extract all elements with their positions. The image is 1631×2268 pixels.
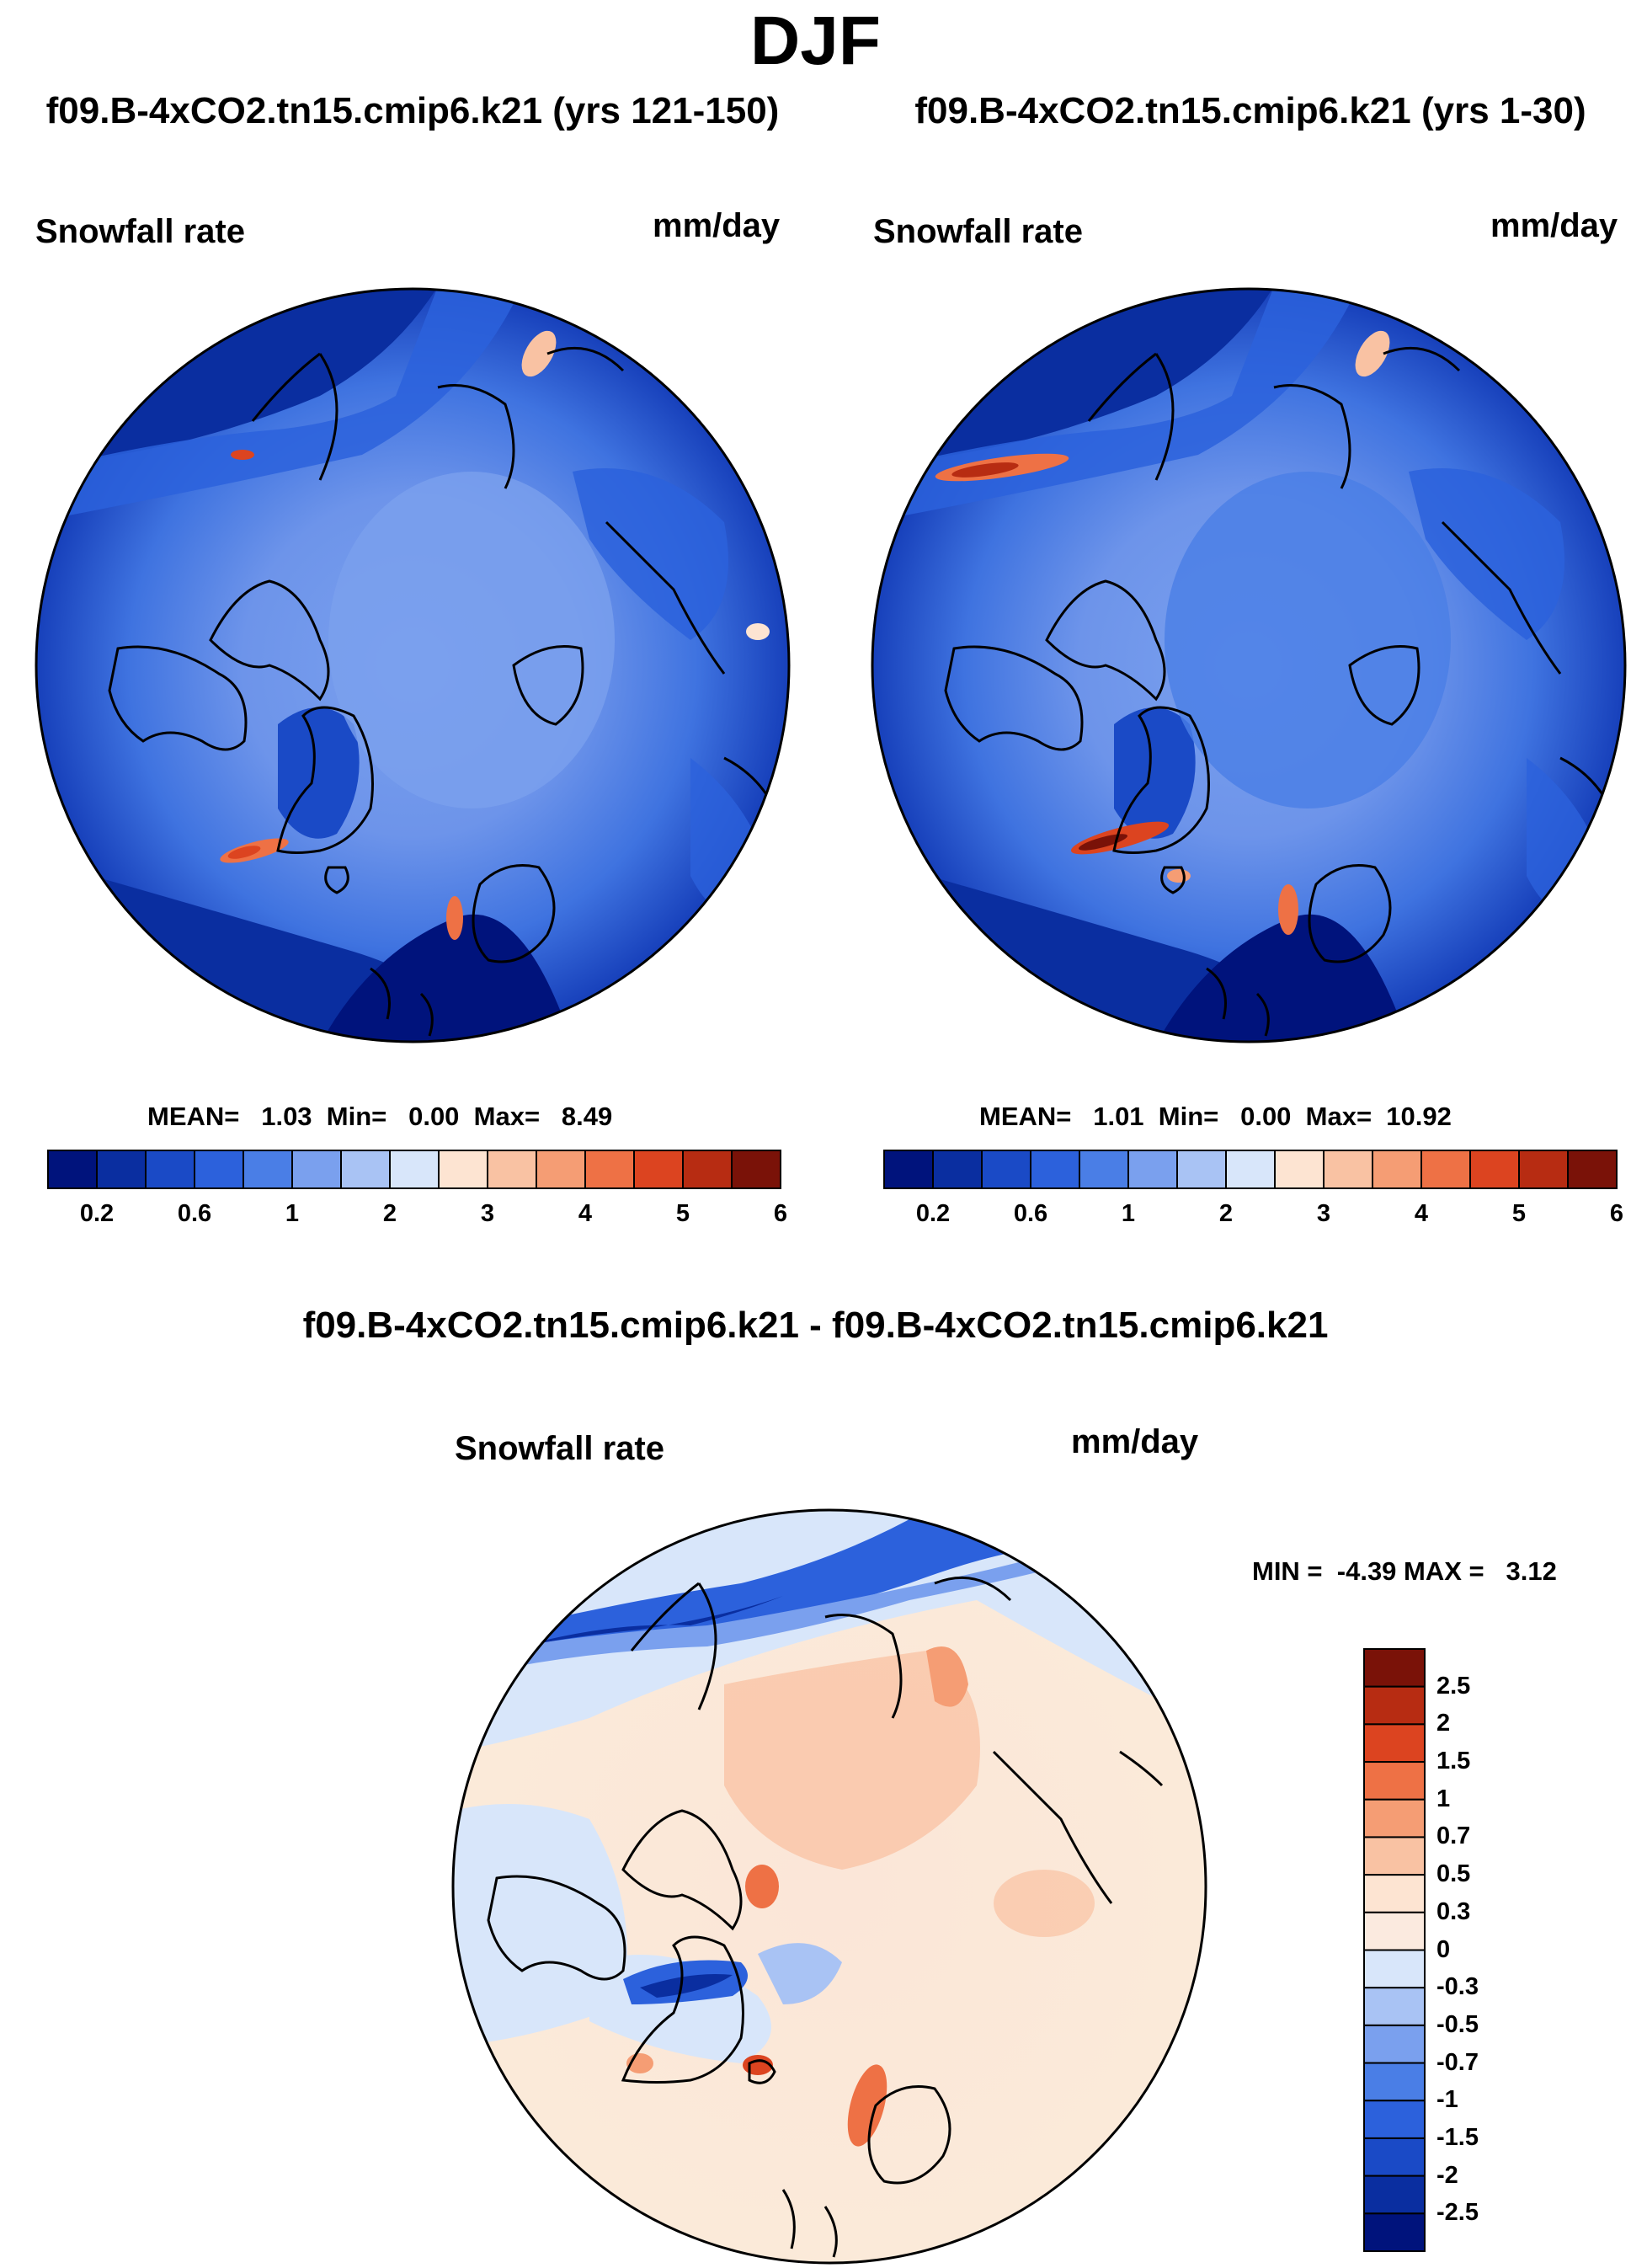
right-colorbar-swatch bbox=[981, 1150, 1031, 1189]
left-variable-label: Snowfall rate bbox=[35, 213, 245, 250]
diff-colorbar-swatch bbox=[1363, 1987, 1426, 2026]
diff-colorbar-tick-label: 1 bbox=[1436, 1785, 1451, 1812]
left-colorbar-swatch bbox=[291, 1150, 342, 1189]
diff-variable-label: Snowfall rate bbox=[455, 1430, 664, 1467]
left-colorbar-tick-label: 2 bbox=[382, 1200, 397, 1227]
difference-title: f09.B-4xCO2.tn15.cmip6.k21 - f09.B-4xCO2… bbox=[302, 1305, 1329, 1346]
diff-colorbar-tick-label: -2 bbox=[1436, 2161, 1458, 2189]
left-colorbar-swatch bbox=[389, 1150, 440, 1189]
right-variable-label: Snowfall rate bbox=[873, 213, 1083, 250]
left-colorbar-swatch bbox=[96, 1150, 147, 1189]
right-snowfall-map bbox=[871, 287, 1627, 1043]
right-colorbar-swatch bbox=[1225, 1150, 1276, 1189]
right-colorbar-tick-label: 5 bbox=[1511, 1200, 1527, 1227]
left-colorbar bbox=[47, 1150, 781, 1189]
left-colorbar-tick-label: 5 bbox=[675, 1200, 690, 1227]
right-colorbar-swatch bbox=[1469, 1150, 1520, 1189]
right-panel-title: f09.B-4xCO2.tn15.cmip6.k21 (yrs 1-30) bbox=[914, 90, 1586, 131]
left-colorbar-swatch bbox=[47, 1150, 98, 1189]
right-colorbar-tick-label: 1 bbox=[1121, 1200, 1136, 1227]
left-colorbar-swatch bbox=[536, 1150, 586, 1189]
diff-colorbar-swatch bbox=[1363, 1949, 1426, 1989]
left-colorbar-swatch bbox=[682, 1150, 733, 1189]
right-colorbar-swatch bbox=[1274, 1150, 1325, 1189]
diff-colorbar-tick-label: -0.7 bbox=[1436, 2048, 1479, 2076]
diff-colorbar-tick-label: 0.3 bbox=[1436, 1897, 1471, 1925]
right-colorbar-tick-label: 6 bbox=[1609, 1200, 1624, 1227]
right-colorbar-tick-label: 3 bbox=[1316, 1200, 1331, 1227]
left-colorbar-swatch bbox=[243, 1150, 293, 1189]
difference-snowfall-map bbox=[451, 1508, 1207, 2265]
left-units-label: mm/day bbox=[653, 207, 781, 244]
diff-colorbar-tick-label: -0.5 bbox=[1436, 2010, 1479, 2038]
left-colorbar-tick-label: 0.2 bbox=[79, 1200, 115, 1227]
left-panel-title: f09.B-4xCO2.tn15.cmip6.k21 (yrs 121-150) bbox=[45, 90, 780, 131]
diff-colorbar-tick-label: -1 bbox=[1436, 2086, 1458, 2114]
right-colorbar-swatch bbox=[1079, 1150, 1129, 1189]
left-colorbar-swatch bbox=[731, 1150, 781, 1189]
diff-colorbar-swatch bbox=[1363, 1648, 1426, 1688]
right-stats: MEAN= 1.01 Min= 0.00 Max= 10.92 bbox=[979, 1102, 1452, 1131]
diff-colorbar-swatch bbox=[1363, 2062, 1426, 2102]
right-colorbar-swatch bbox=[1176, 1150, 1227, 1189]
right-colorbar-swatch bbox=[1567, 1150, 1618, 1189]
diff-colorbar-swatch bbox=[1363, 2175, 1426, 2215]
right-colorbar-swatch bbox=[1518, 1150, 1569, 1189]
left-colorbar-swatch bbox=[340, 1150, 391, 1189]
figure-title: DJF bbox=[750, 3, 881, 79]
diff-colorbar-swatch bbox=[1363, 2137, 1426, 2177]
diff-colorbar-swatch bbox=[1363, 1798, 1426, 1838]
right-colorbar-tick-label: 0.2 bbox=[915, 1200, 951, 1227]
diff-colorbar-tick-label: 1.5 bbox=[1436, 1748, 1471, 1775]
right-colorbar-swatch bbox=[1323, 1150, 1373, 1189]
right-colorbar-swatch bbox=[1030, 1150, 1080, 1189]
left-colorbar-tick-label: 3 bbox=[480, 1200, 495, 1227]
right-units-label: mm/day bbox=[1490, 207, 1618, 244]
left-colorbar-tick-label: 4 bbox=[578, 1200, 593, 1227]
left-colorbar-tick-label: 1 bbox=[285, 1200, 300, 1227]
left-colorbar-swatch bbox=[584, 1150, 635, 1189]
left-colorbar-swatch bbox=[438, 1150, 488, 1189]
diff-colorbar-tick-label: -2.5 bbox=[1436, 2199, 1479, 2227]
left-colorbar-swatch bbox=[633, 1150, 684, 1189]
diff-colorbar-swatch bbox=[1363, 1911, 1426, 1951]
diff-colorbar-tick-label: 0.7 bbox=[1436, 1822, 1471, 1850]
diff-stats: MIN = -4.39 MAX = 3.12 bbox=[1252, 1556, 1557, 1586]
right-colorbar-swatch bbox=[883, 1150, 934, 1189]
diff-units-label: mm/day bbox=[1071, 1423, 1199, 1460]
left-colorbar-tick-label: 0.6 bbox=[177, 1200, 212, 1227]
diff-colorbar-swatch bbox=[1363, 1874, 1426, 1913]
left-colorbar-tick-label: 6 bbox=[773, 1200, 788, 1227]
diff-colorbar-swatch bbox=[1363, 1761, 1426, 1801]
right-colorbar-swatch bbox=[1127, 1150, 1178, 1189]
diff-colorbar-swatch bbox=[1363, 2212, 1426, 2252]
right-colorbar-swatch bbox=[1372, 1150, 1422, 1189]
right-colorbar-tick-label: 0.6 bbox=[1013, 1200, 1048, 1227]
right-colorbar bbox=[883, 1150, 1618, 1189]
right-colorbar-swatch bbox=[1420, 1150, 1471, 1189]
left-stats: MEAN= 1.03 Min= 0.00 Max= 8.49 bbox=[147, 1102, 613, 1131]
right-colorbar-tick-label: 4 bbox=[1414, 1200, 1429, 1227]
left-snowfall-map bbox=[35, 287, 791, 1043]
diff-colorbar-tick-label: 2 bbox=[1436, 1710, 1451, 1737]
diff-colorbar-swatch bbox=[1363, 1723, 1426, 1764]
left-colorbar-swatch bbox=[487, 1150, 537, 1189]
diff-colorbar bbox=[1363, 1648, 1426, 2252]
left-colorbar-swatch bbox=[194, 1150, 244, 1189]
right-colorbar-tick-label: 2 bbox=[1218, 1200, 1234, 1227]
diff-colorbar-swatch bbox=[1363, 2024, 1426, 2064]
diff-colorbar-tick-label: 0.5 bbox=[1436, 1860, 1471, 1888]
right-colorbar-swatch bbox=[932, 1150, 983, 1189]
left-colorbar-swatch bbox=[145, 1150, 195, 1189]
diff-colorbar-tick-label: 0 bbox=[1436, 1935, 1451, 1963]
diff-colorbar-swatch bbox=[1363, 2100, 1426, 2139]
diff-colorbar-swatch bbox=[1363, 1836, 1426, 1876]
diff-colorbar-tick-label: -0.3 bbox=[1436, 1973, 1479, 2001]
diff-colorbar-swatch bbox=[1363, 1685, 1426, 1726]
diff-colorbar-tick-label: 2.5 bbox=[1436, 1672, 1471, 1700]
diff-colorbar-tick-label: -1.5 bbox=[1436, 2123, 1479, 2151]
